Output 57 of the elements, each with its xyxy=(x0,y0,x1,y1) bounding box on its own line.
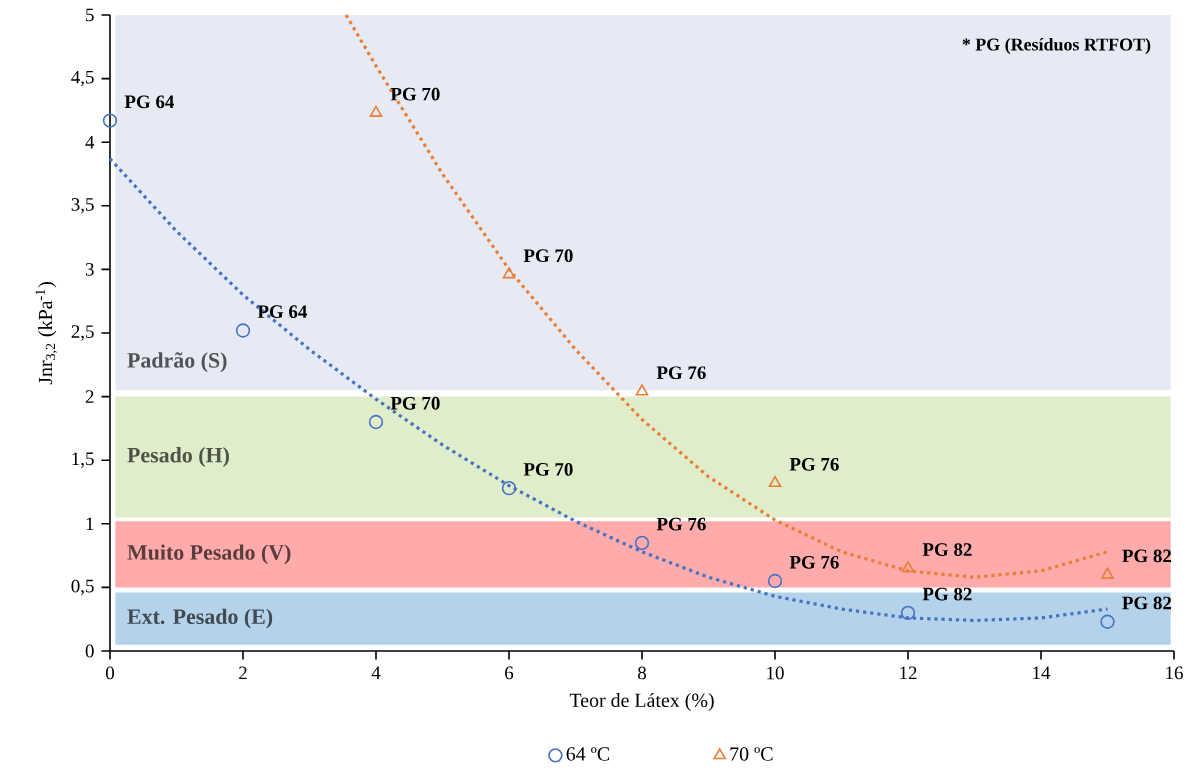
point xyxy=(501,481,517,496)
x-tick-label: 14 xyxy=(1033,666,1051,680)
y-tick-label: 3,5 xyxy=(71,198,94,214)
annotation: PG 76 xyxy=(789,457,839,471)
annotation: PG 76 xyxy=(789,555,839,569)
band-label: Muito Pesado (V) xyxy=(127,544,291,565)
annotation: PG 64 xyxy=(124,95,175,109)
annotation: PG 70 xyxy=(390,396,440,410)
annotation: PG 82 xyxy=(1122,549,1172,563)
point xyxy=(900,605,916,621)
point xyxy=(102,113,118,128)
x-tick-label: 12 xyxy=(900,666,917,680)
annotation: PG 76 xyxy=(656,366,706,380)
annotation: PG 82 xyxy=(922,543,972,556)
annotation: PG 76 xyxy=(656,517,706,531)
legend-label: 64 ºC xyxy=(566,747,610,761)
y-tick-label: 5 xyxy=(86,8,94,22)
point xyxy=(767,573,783,589)
annotation: PG 64 xyxy=(257,305,308,319)
y-tick-label: 0,5 xyxy=(71,579,94,596)
y-tick-label: 1 xyxy=(86,517,94,531)
y-tick-label: 3 xyxy=(85,263,94,276)
point xyxy=(635,384,649,396)
y-axis-title: Jnr$_{3,2}$ (kPa$^{-1}$) xyxy=(35,282,58,385)
x-tick-label: 4 xyxy=(371,666,381,679)
band-label: Pesado (H) xyxy=(127,447,229,467)
annotation: PG 70 xyxy=(523,249,573,263)
legend-label: 70 ºC xyxy=(730,747,773,761)
y-tick-label: 4,5 xyxy=(71,70,94,87)
annotation: PG 82 xyxy=(922,587,972,601)
annotation: PG 70 xyxy=(390,87,440,101)
band-label: Ext. Pesado (E) xyxy=(127,608,273,629)
y-tick-label: 2 xyxy=(85,390,94,403)
point xyxy=(634,535,650,551)
point xyxy=(1100,614,1115,629)
y-tick-label: 2,5 xyxy=(71,325,94,341)
y-tick-label: 4 xyxy=(85,135,95,149)
x-tick-label: 16 xyxy=(1166,666,1183,680)
y-tick-label: 1,5 xyxy=(72,452,94,468)
x-tick-label: 8 xyxy=(637,666,647,680)
point xyxy=(368,414,384,430)
x-tick-label: 0 xyxy=(105,666,115,680)
x-tick-label: 10 xyxy=(767,666,784,680)
band-label: Padrão (S) xyxy=(127,352,227,373)
x-tick-label: 6 xyxy=(505,666,514,680)
x-axis-title: Teor de Látex (%) xyxy=(569,692,714,712)
point xyxy=(369,105,383,117)
annotation: * PG (Resíduos RTFOT) xyxy=(962,37,1151,55)
y-tick-label: 0 xyxy=(85,644,94,658)
annotation: PG 70 xyxy=(523,463,573,476)
point xyxy=(235,323,251,338)
x-tick-label: 2 xyxy=(239,666,247,680)
point xyxy=(502,267,516,279)
point xyxy=(901,561,915,573)
point xyxy=(768,475,782,488)
annotation: PG 82 xyxy=(1122,596,1172,610)
point xyxy=(1101,567,1114,579)
